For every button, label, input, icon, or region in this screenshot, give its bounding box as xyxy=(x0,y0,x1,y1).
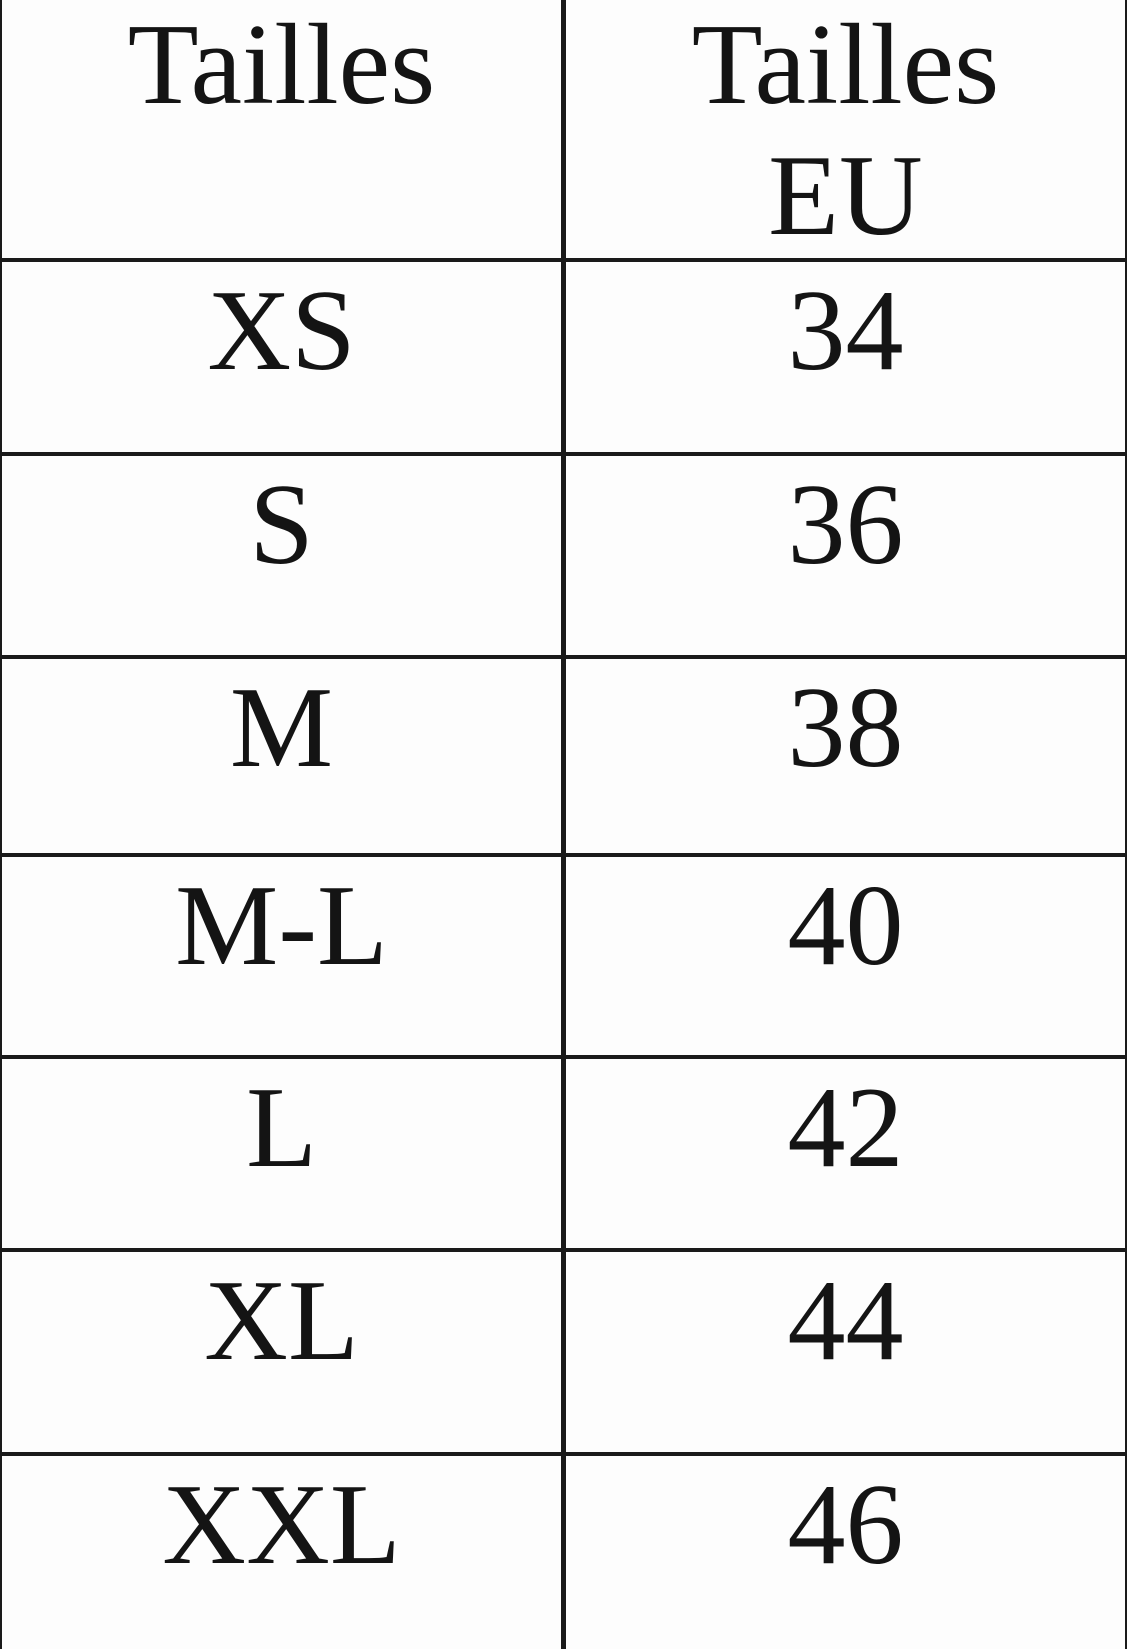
header-cell-tailles: Tailles xyxy=(2,0,561,258)
size-cell: L xyxy=(246,1064,317,1192)
size-cell: S xyxy=(249,461,314,589)
eu-cell: 42 xyxy=(561,1059,1125,1248)
eu-cell: 38 xyxy=(561,659,1125,853)
size-cell: M-L xyxy=(175,862,388,990)
eu-cell: 34 xyxy=(561,262,1125,452)
table-row: XS 34 xyxy=(2,258,1125,452)
table-row: XL 44 xyxy=(2,1248,1125,1452)
table-row: M 38 xyxy=(2,655,1125,853)
table-row: L 42 xyxy=(2,1055,1125,1248)
size-cell: XXL xyxy=(162,1461,401,1589)
eu-cell: 46 xyxy=(561,1456,1125,1649)
table-row: S 36 xyxy=(2,452,1125,655)
header-label-tailles-eu-line2: EU xyxy=(768,132,923,258)
eu-cell: 40 xyxy=(561,857,1125,1055)
table-row: XXL 46 xyxy=(2,1452,1125,1649)
table-header-row: Tailles Tailles EU xyxy=(2,0,1125,258)
header-label-tailles-eu-line1: Tailles xyxy=(691,1,1000,129)
eu-cell: 36 xyxy=(561,456,1125,655)
size-cell: XL xyxy=(204,1257,359,1385)
size-cell: M xyxy=(229,664,334,792)
header-label-tailles: Tailles xyxy=(127,1,436,129)
header-cell-tailles-eu: Tailles EU xyxy=(561,0,1125,258)
size-cell: XS xyxy=(207,267,356,395)
table-row: M-L 40 xyxy=(2,853,1125,1055)
eu-cell: 44 xyxy=(561,1252,1125,1452)
